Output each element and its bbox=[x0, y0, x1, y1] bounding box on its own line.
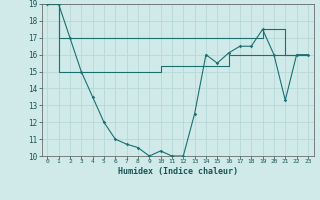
X-axis label: Humidex (Indice chaleur): Humidex (Indice chaleur) bbox=[118, 167, 237, 176]
